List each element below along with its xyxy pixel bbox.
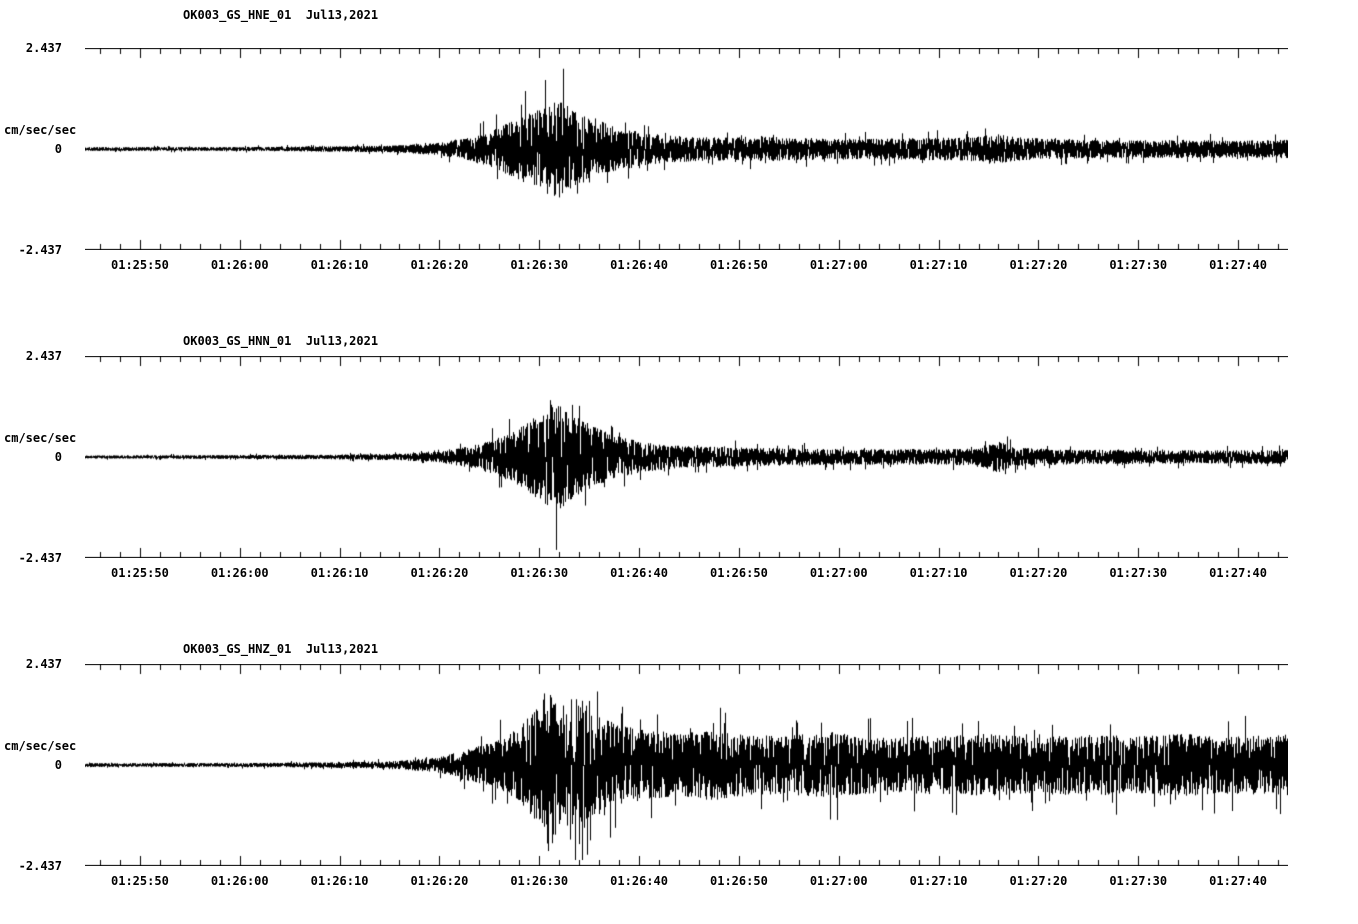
x-tick-label: 01:26:50 <box>710 258 768 272</box>
x-tick-label: 01:27:00 <box>809 258 868 272</box>
y-min-label: -2.437 <box>18 243 62 257</box>
y-zero-label: 0 <box>54 142 62 156</box>
x-tick-label: 01:27:10 <box>909 566 968 580</box>
x-axis-labels: 01:25:50 01:26:00 01:26:10 01:26:20 01:26:30… <box>0 566 1358 582</box>
x-tick-label: 01:27:00 <box>809 566 868 580</box>
waveform-canvas-hne <box>85 48 1288 250</box>
x-tick-label: 01:26:10 <box>310 566 369 580</box>
x-tick-label: 01:27:40 <box>1209 874 1267 888</box>
panel-title: OK003_GS_HNZ_01 Jul13,2021 <box>183 642 379 656</box>
y-zero-label: 0 <box>54 758 62 772</box>
x-tick-label: 01:27:30 <box>1109 258 1168 272</box>
x-tick-label: 01:26:00 <box>210 566 269 580</box>
x-tick-label: 01:26:40 <box>610 258 668 272</box>
x-tick-label: 01:27:20 <box>1009 566 1068 580</box>
y-max-label: 2.437 <box>25 41 62 55</box>
x-tick-label: 01:27:10 <box>909 258 968 272</box>
x-tick-label: 01:26:50 <box>710 566 768 580</box>
waveform-canvas-hnz <box>85 664 1288 866</box>
x-tick-label: 01:27:10 <box>909 874 968 888</box>
x-tick-label: 01:26:20 <box>410 874 469 888</box>
y-axis-unit-label: cm/sec/sec <box>4 123 77 137</box>
x-tick-label: 01:26:30 <box>510 566 569 580</box>
y-min-label: -2.437 <box>18 551 62 565</box>
x-tick-label: 01:27:30 <box>1109 566 1168 580</box>
seismogram-panel-hnz: OK003_GS_HNZ_01 Jul13,2021 2.437 cm/sec/… <box>0 616 1358 924</box>
x-tick-label: 01:25:50 <box>111 566 169 580</box>
x-tick-label: 01:27:00 <box>809 874 868 888</box>
x-tick-label: 01:26:10 <box>310 258 369 272</box>
panel-title: OK003_GS_HNE_01 Jul13,2021 <box>183 8 379 22</box>
waveform-canvas-hnn <box>85 356 1288 558</box>
x-tick-label: 01:27:40 <box>1209 566 1267 580</box>
panel-title: OK003_GS_HNN_01 Jul13,2021 <box>183 334 379 348</box>
x-tick-label: 01:26:30 <box>510 874 569 888</box>
y-zero-label: 0 <box>54 450 62 464</box>
x-tick-label: 01:27:30 <box>1109 874 1168 888</box>
seismogram-panel-hne: OK003_GS_HNE_01 Jul13,2021 2.437 cm/sec/… <box>0 0 1358 308</box>
y-axis-unit-label: cm/sec/sec <box>4 739 77 753</box>
y-axis-unit-label: cm/sec/sec <box>4 431 77 445</box>
x-axis-labels: 01:25:50 01:26:00 01:26:10 01:26:20 01:26:30… <box>0 874 1358 890</box>
y-max-label: 2.437 <box>25 657 62 671</box>
x-tick-label: 01:26:20 <box>410 258 469 272</box>
x-tick-label: 01:26:40 <box>610 874 668 888</box>
seismogram-panel-hnn: OK003_GS_HNN_01 Jul13,2021 2.437 cm/sec/… <box>0 308 1358 616</box>
x-tick-label: 01:27:20 <box>1009 874 1068 888</box>
x-tick-label: 01:25:50 <box>111 258 169 272</box>
x-tick-label: 01:25:50 <box>111 874 169 888</box>
x-tick-label: 01:26:00 <box>210 258 269 272</box>
y-max-label: 2.437 <box>25 349 62 363</box>
x-tick-label: 01:26:40 <box>610 566 668 580</box>
x-tick-label: 01:26:00 <box>210 874 269 888</box>
x-tick-label: 01:27:20 <box>1009 258 1068 272</box>
x-tick-label: 01:26:30 <box>510 258 569 272</box>
y-min-label: -2.437 <box>18 859 62 873</box>
x-tick-label: 01:26:50 <box>710 874 768 888</box>
x-tick-label: 01:27:40 <box>1209 258 1267 272</box>
x-axis-labels: 01:25:50 01:26:00 01:26:10 01:26:20 01:26:30… <box>0 258 1358 274</box>
x-tick-label: 01:26:20 <box>410 566 469 580</box>
x-tick-label: 01:26:10 <box>310 874 369 888</box>
